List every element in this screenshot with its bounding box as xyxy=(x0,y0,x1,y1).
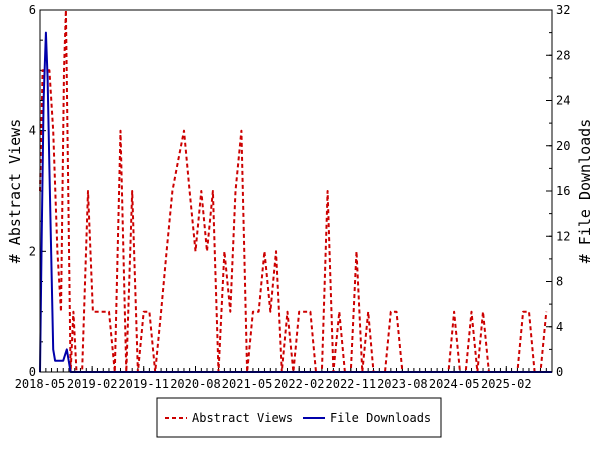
y-right-tick-label: 32 xyxy=(556,3,570,17)
series-line-file-downloads xyxy=(39,31,552,373)
y-axis-left-label: # Abstract Views xyxy=(6,119,24,264)
series-layer xyxy=(39,9,552,373)
x-tick-label: 2024-05 xyxy=(429,377,480,391)
x-tick-label: 2023-08 xyxy=(377,377,428,391)
x-tick-label: 2019-02 xyxy=(67,377,118,391)
y-right-tick-label: 16 xyxy=(556,184,570,198)
y-left-tick-label: 6 xyxy=(29,3,36,17)
legend-label-file-downloads: File Downloads xyxy=(330,411,431,425)
y-right-tick-label: 24 xyxy=(556,94,570,108)
y-right-tick-label: 28 xyxy=(556,48,570,62)
labels-layer: 2018-05 2019-02 2019-11 2020-08 2021-05 2022-… xyxy=(15,3,571,391)
y-right-tick-label: 20 xyxy=(556,139,570,153)
legend-box xyxy=(156,397,442,438)
y-right-tick-label: 0 xyxy=(556,365,563,379)
x-tick-label: 2022-11 xyxy=(326,377,377,391)
x-tick-label: 2022-02 xyxy=(274,377,325,391)
y-right-tick-label: 4 xyxy=(556,320,563,334)
x-tick-label: 2020-08 xyxy=(170,377,221,391)
plot-frame xyxy=(39,9,553,373)
x-tick-label: 2025-02 xyxy=(481,377,532,391)
x-tick-label: 2018-05 xyxy=(15,377,66,391)
y-axis-right-label: # File Downloads xyxy=(576,119,594,264)
y-left-tick-label: 4 xyxy=(29,124,36,138)
y-right-tick-label: 8 xyxy=(556,275,563,289)
y-left-tick-label: 2 xyxy=(29,244,36,258)
x-tick-label: 2021-05 xyxy=(222,377,273,391)
legend-label-abstract-views: Abstract Views xyxy=(192,411,293,425)
y-right-tick-label: 12 xyxy=(556,229,570,243)
legend: Abstract Views File Downloads xyxy=(156,397,442,438)
y-left-tick-label: 0 xyxy=(29,365,36,379)
series-line-abstract-views xyxy=(39,9,548,373)
x-tick-label: 2019-11 xyxy=(118,377,169,391)
